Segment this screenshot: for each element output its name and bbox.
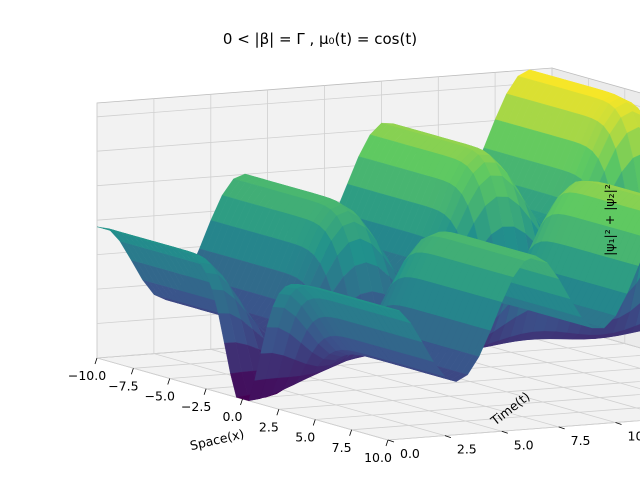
grid-line-x: [242, 368, 640, 400]
grid-line-t: [153, 98, 446, 436]
t-tick-label: 7.5: [571, 433, 591, 448]
x-tick: [94, 357, 98, 365]
surface-patch: [637, 229, 640, 237]
t-tick: [558, 426, 565, 430]
axis-ticks: −10.0−7.5 −5.0 −2.5 0.0 2.5 5.0 7.5 10.0 0.0 2.5 5…: [68, 357, 640, 465]
x-tick: [312, 419, 316, 426]
x-tick: [385, 439, 389, 447]
t-tick-label: 0.0: [400, 446, 420, 461]
x-tick-label: 5.0: [295, 430, 315, 445]
x-tick-label: 7.5: [332, 440, 352, 455]
x-tick-label: 2.5: [259, 419, 279, 434]
grid-line-x: [206, 355, 640, 390]
t-tick-label: 10.0: [628, 429, 640, 444]
grid-line-t: [210, 94, 502, 432]
x-tick-label: −5.0: [145, 389, 175, 404]
grid-line-x: [387, 420, 640, 441]
x-tick-label: 10.0: [364, 450, 392, 465]
z-axis-label: |ψ₁|² + |ψ₂|²: [602, 184, 617, 256]
t-tick-label: 2.5: [457, 442, 477, 457]
t-tick: [615, 422, 622, 425]
surface-patch: [636, 206, 640, 212]
x-tick-label: −7.5: [108, 378, 138, 393]
x-tick: [349, 429, 353, 436]
grid-line-x: [278, 381, 640, 410]
x-tick: [167, 378, 171, 385]
t-tick-label: 5.0: [514, 437, 534, 452]
surface-patch: [381, 306, 400, 311]
surface-plot: [96, 69, 640, 401]
t-tick: [501, 430, 508, 434]
t-tick: [387, 439, 395, 443]
grid-line-x: [315, 394, 640, 420]
x-tick-label: −10.0: [68, 368, 106, 383]
x-tick: [203, 388, 207, 395]
t-tick: [444, 435, 452, 439]
x-axis-label: Space(x): [188, 426, 245, 453]
grid-line-x: [351, 407, 640, 431]
x-tick-label: 0.0: [223, 409, 243, 424]
x-tick: [276, 409, 280, 416]
x-tick-label: −2.5: [181, 399, 211, 414]
chart-title: 0 < |β| = Γ , μ₀(t) = cos(t): [223, 30, 417, 48]
x-tick: [130, 368, 134, 375]
x-tick: [240, 398, 243, 406]
